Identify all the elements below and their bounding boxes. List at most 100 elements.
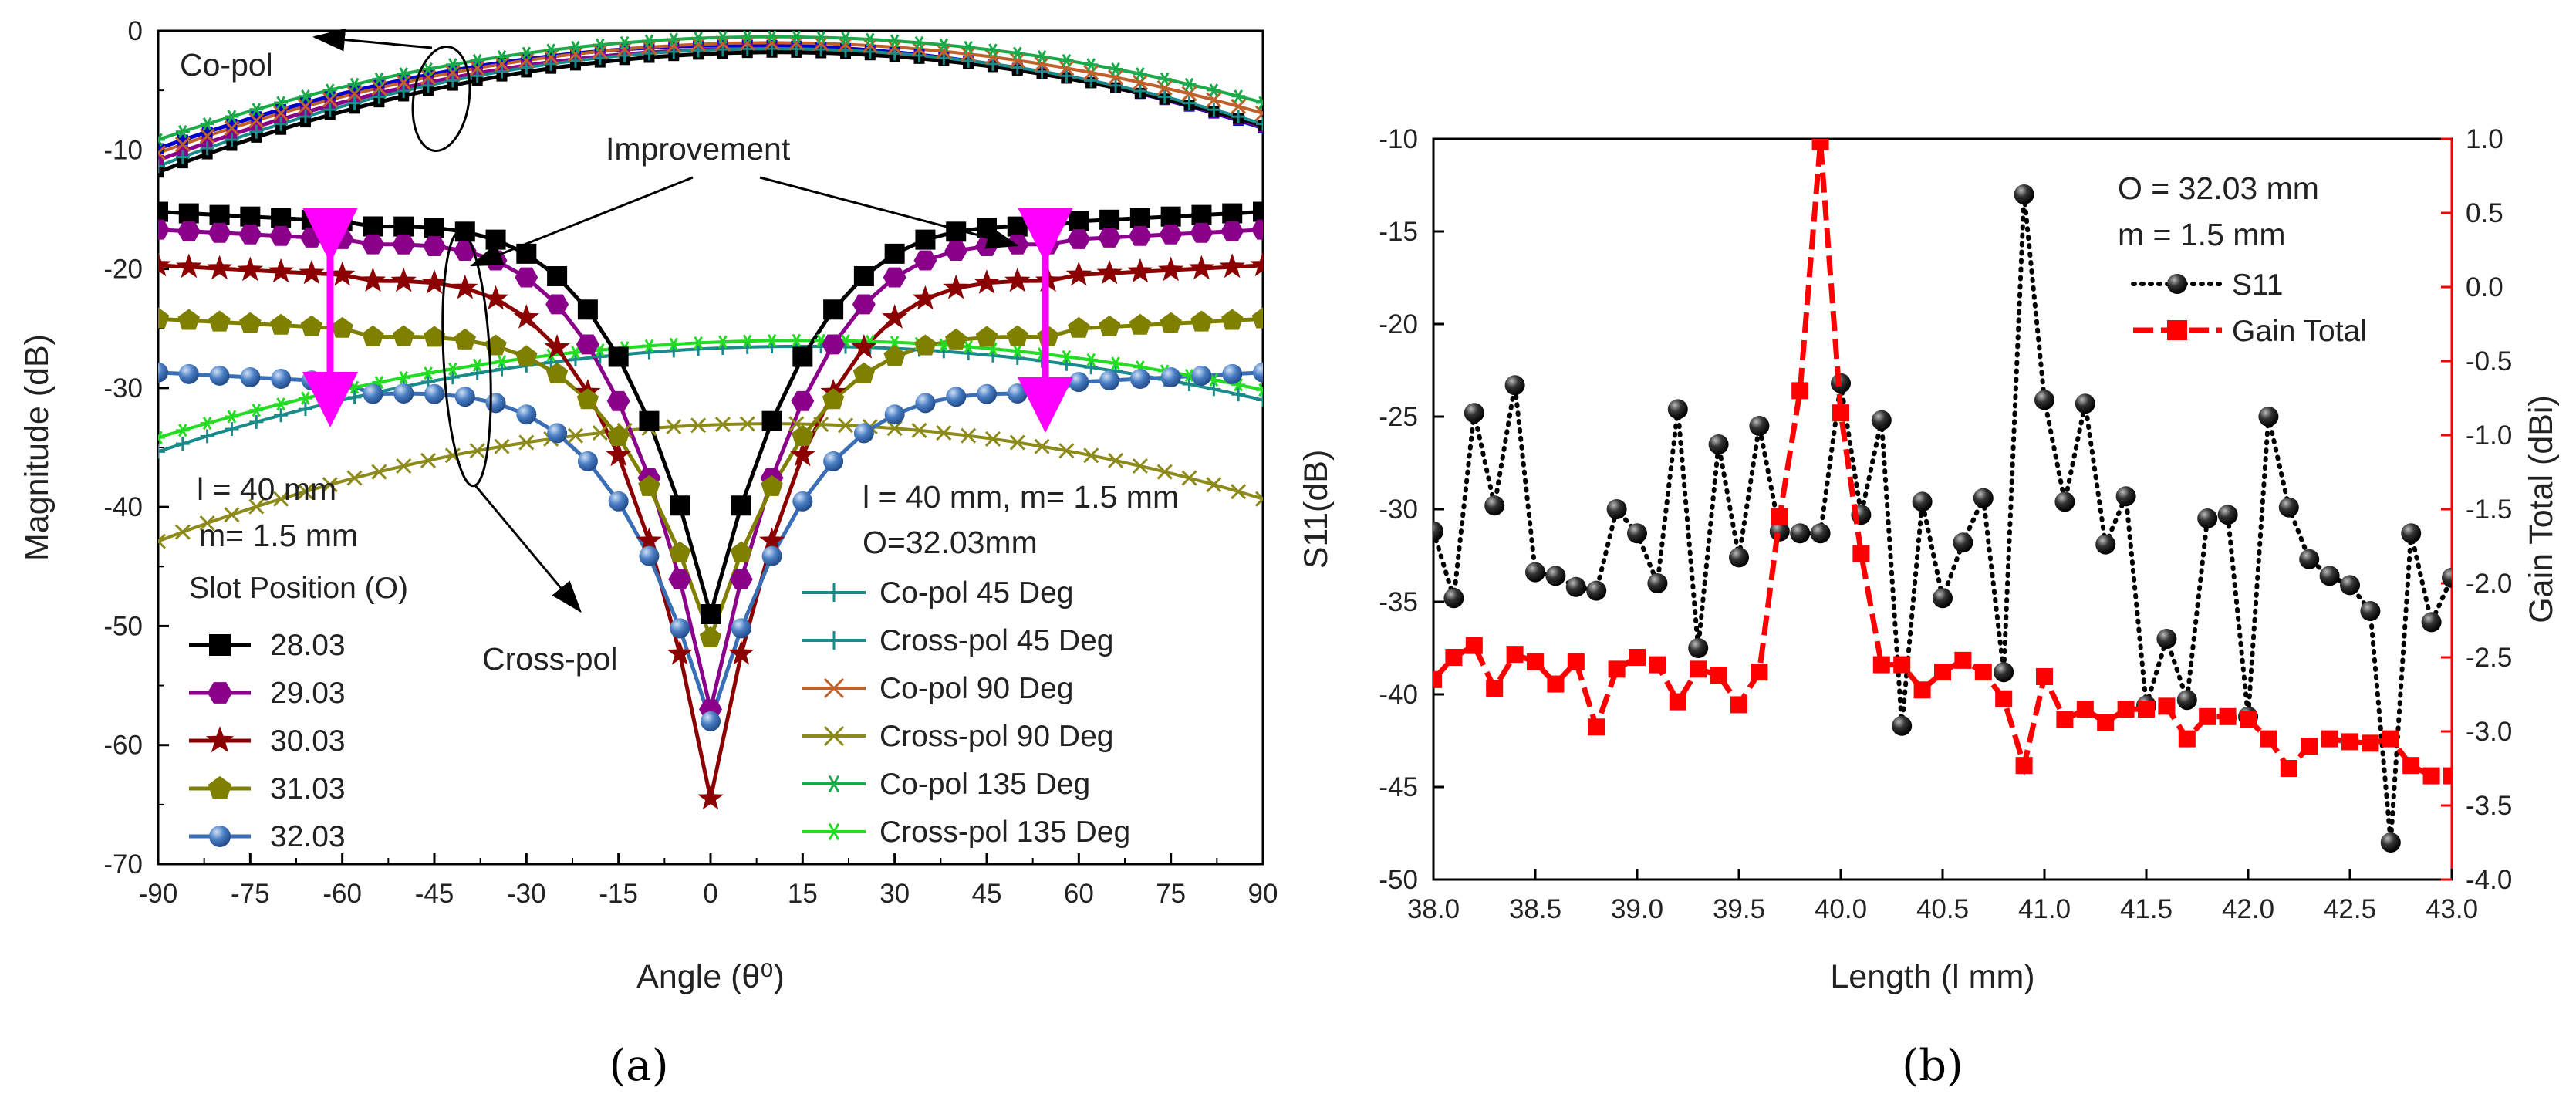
- pattern-marker: [1132, 74, 1148, 90]
- copol-extra-marker: [158, 143, 164, 154]
- slot-marker: [913, 250, 937, 271]
- pattern-marker: [1206, 477, 1222, 493]
- params-left-1: l = 40 mm: [197, 471, 336, 507]
- x-tick-label: -15: [599, 879, 638, 909]
- slot-marker: [545, 294, 569, 315]
- gain-point: [1547, 675, 1565, 693]
- gain-point: [1995, 690, 2013, 707]
- slot-marker: [177, 221, 201, 241]
- slot-marker: [1159, 224, 1183, 245]
- slot-marker: [977, 383, 997, 404]
- s11-point: [1973, 488, 1994, 508]
- pattern-marker: [690, 36, 707, 52]
- pattern-marker: [1256, 393, 1263, 407]
- pattern-marker: [1109, 78, 1123, 93]
- pattern-marker: [421, 78, 436, 93]
- pattern-marker: [1206, 92, 1222, 108]
- slot-marker: [822, 388, 845, 410]
- slot-marker: [1096, 259, 1123, 285]
- pattern-marker: [1254, 105, 1263, 121]
- pattern-marker: [544, 56, 559, 71]
- s11-point: [1525, 562, 1545, 583]
- legend-right-label: Co-pol 45 Deg: [879, 576, 1073, 610]
- pattern-marker: [199, 515, 215, 532]
- slot-marker: [301, 370, 322, 391]
- pattern-marker: [814, 31, 829, 45]
- pattern-marker: [984, 49, 1001, 66]
- pattern-marker: [249, 404, 264, 417]
- slot-marker: [884, 404, 905, 425]
- b-x-tick-label: 39.0: [1611, 894, 1663, 924]
- legend-left-title: Slot Position (O): [189, 572, 408, 605]
- pattern-marker: [274, 408, 289, 423]
- slot-marker: [576, 334, 599, 355]
- pattern-marker: [691, 32, 706, 46]
- s11-point: [2421, 612, 2442, 633]
- slot-marker: [915, 229, 936, 250]
- slot-marker: [1222, 363, 1243, 384]
- b-yr-tick-label: -1.5: [2466, 495, 2512, 525]
- b-yr-tick-label: -2.5: [2466, 643, 2512, 673]
- pattern-marker: [1181, 86, 1197, 102]
- pattern-marker: [371, 464, 387, 480]
- pattern-marker: [1256, 96, 1263, 110]
- pattern-marker: [1231, 98, 1247, 115]
- slot-marker: [176, 253, 202, 279]
- slot-marker: [393, 216, 414, 237]
- gain-point: [1913, 681, 1931, 699]
- copol-extra-marker: [158, 154, 164, 166]
- s11-point: [2299, 549, 2320, 569]
- panel-a-caption: (a): [609, 1041, 668, 1091]
- pattern-marker: [158, 533, 167, 549]
- pattern-marker: [667, 337, 681, 351]
- panel-b-caption: (b): [1902, 1041, 1963, 1091]
- y-tick-label: 0: [128, 16, 143, 46]
- panel-b: 38.0 38.5 39.0 39.5 40.0 40.5 41.0 41.5 42.0 42.5…: [1298, 124, 2560, 1091]
- slot-marker: [177, 309, 200, 330]
- pattern-marker: [397, 84, 411, 98]
- slot-marker: [547, 423, 568, 444]
- panel-b-frame: [1432, 137, 2453, 881]
- slot-marker: [209, 204, 230, 225]
- slot-marker: [208, 310, 231, 332]
- slot-marker: [423, 326, 446, 347]
- gain-point: [2178, 730, 2196, 748]
- slot-marker: [390, 267, 417, 292]
- pattern-marker: [714, 35, 731, 52]
- s11-point: [1433, 521, 1443, 542]
- pattern-marker: [912, 48, 927, 62]
- gain-point: [1608, 660, 1626, 678]
- gain-point: [1465, 637, 1483, 654]
- slot-marker: [299, 259, 325, 285]
- slot-marker: [158, 307, 170, 329]
- pattern-marker: [961, 53, 976, 68]
- gain-point: [1893, 656, 1911, 674]
- pattern-marker: [494, 56, 510, 73]
- slot-marker: [1160, 312, 1182, 333]
- slot-marker: [1128, 225, 1152, 246]
- b-x-tick-label: 42.5: [2324, 894, 2376, 924]
- pattern-marker: [158, 431, 165, 444]
- s11-point: [1545, 566, 1566, 586]
- pattern-marker: [1109, 62, 1123, 76]
- s11-point: [1790, 523, 1811, 544]
- gain-point: [1588, 718, 1605, 736]
- pattern-marker: [249, 414, 264, 429]
- pattern-marker: [495, 355, 509, 369]
- slot-marker: [240, 366, 261, 387]
- gain-point: [2422, 767, 2440, 785]
- pattern-marker: [961, 46, 977, 62]
- b-yl-tick-label: -25: [1379, 402, 1418, 432]
- legend-left-label: 29.03: [270, 677, 346, 710]
- b-yr-tick-label: -0.5: [2466, 346, 2512, 377]
- pattern-marker: [1083, 447, 1099, 464]
- pattern-marker: [322, 103, 337, 117]
- pattern-marker: [1231, 484, 1247, 500]
- slot-marker: [485, 229, 506, 250]
- gain-point: [1852, 545, 1870, 562]
- pattern-marker: [1132, 458, 1148, 474]
- pattern-marker: [1035, 49, 1049, 64]
- pattern-marker: [445, 73, 460, 88]
- slot-marker: [454, 328, 476, 350]
- pattern-marker: [347, 96, 362, 110]
